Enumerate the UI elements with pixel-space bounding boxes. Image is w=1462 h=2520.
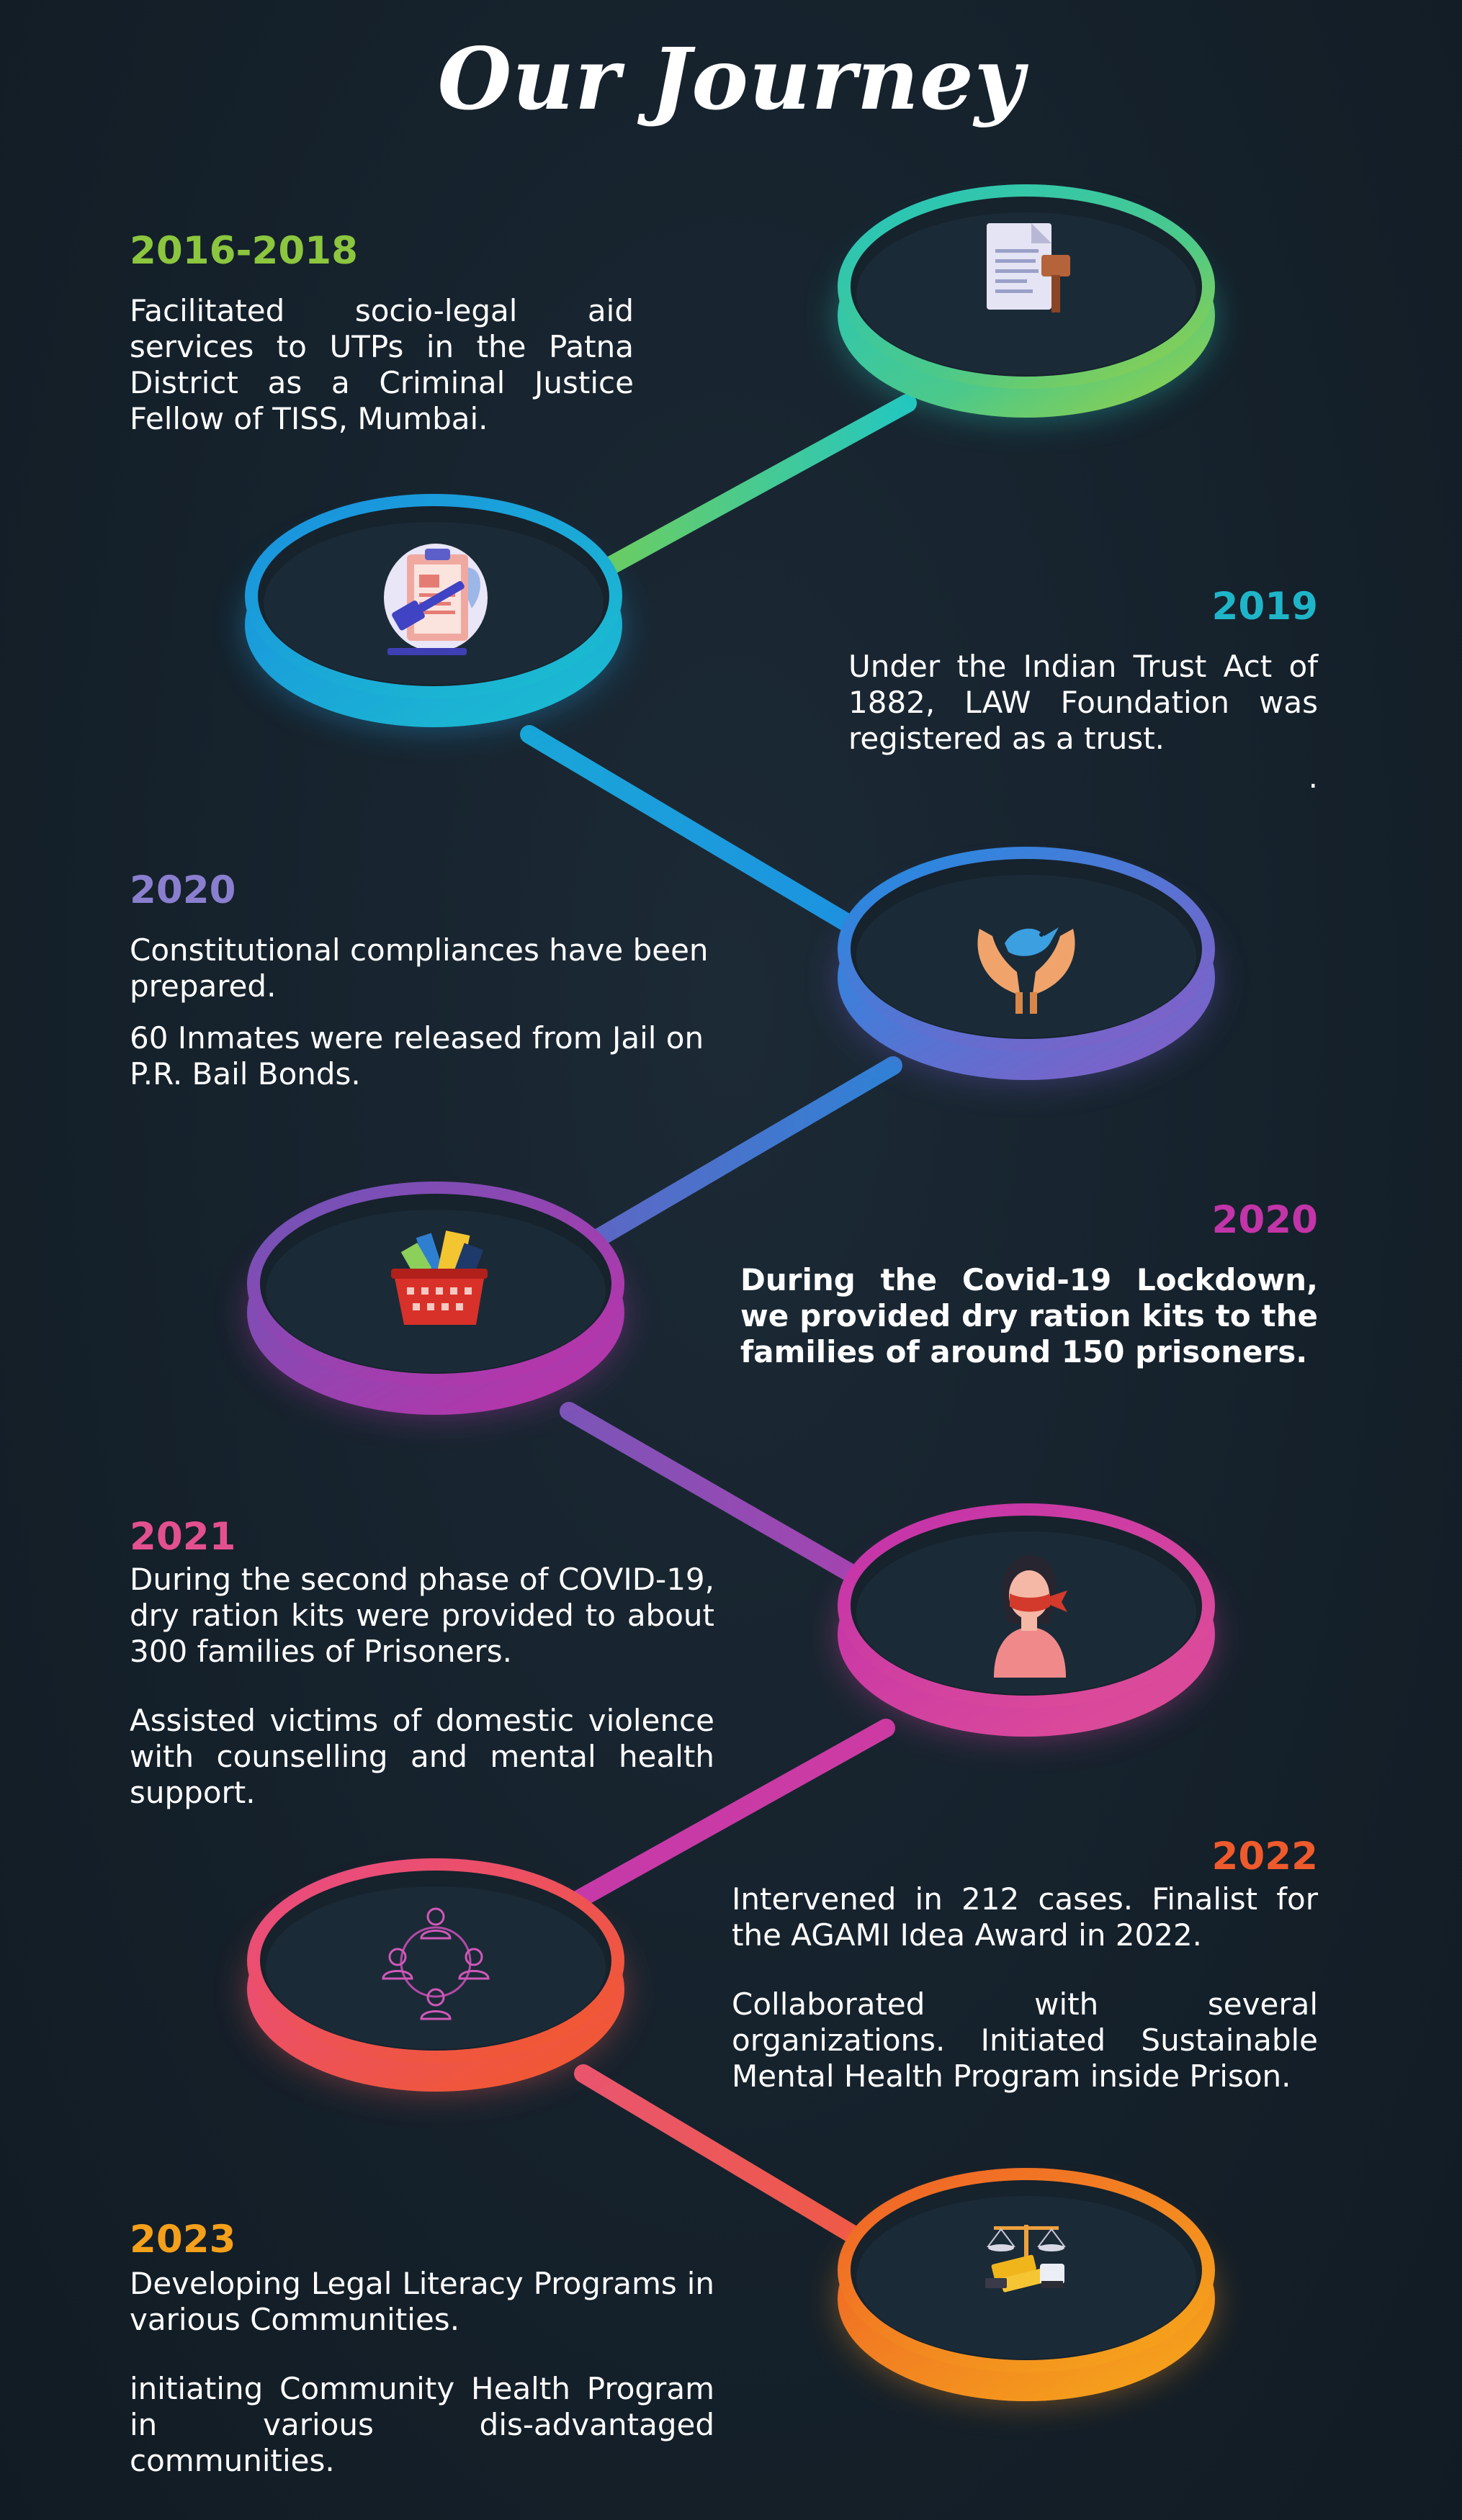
milestone-text-extra: . (1308, 760, 1318, 795)
timeline-connectors (520, 394, 917, 2249)
milestone-2019: 2019 Under the Indian Trust Act of 1882,… (848, 585, 1318, 811)
woman-silenced-icon (994, 1555, 1067, 1678)
disc-2022 (247, 1858, 624, 2092)
milestone-2023: 2023 Developing Legal Literacy Programs … (130, 2218, 714, 2495)
milestone-year: 2023 (130, 2218, 236, 2262)
milestone-text: During the Covid-19 Lockdown, we provide… (740, 1262, 1318, 1369)
milestone-year: 2019 (1211, 585, 1318, 629)
milestone-year: 2022 (1211, 1835, 1318, 1878)
connector-2 (520, 725, 866, 938)
milestone-text: During the second phase of COVID-19, dry… (130, 1562, 714, 1669)
milestone-text: initiating Community Health Program in v… (130, 2371, 714, 2478)
milestone-text: Assisted victims of domestic violence wi… (130, 1703, 714, 1810)
milestone-2020-lockdown: 2020 During the Covid-19 Lockdown, we pr… (740, 1198, 1318, 1386)
milestone-text: Developing Legal Literacy Programs in va… (130, 2266, 714, 2337)
hands-dove-icon (977, 927, 1075, 1014)
milestone-year: 2016-2018 (130, 229, 359, 273)
community-circle-icon (382, 1907, 490, 2020)
milestone-text: Facilitated socio-legal aid services to … (130, 293, 634, 436)
justice-scales-books-icon (985, 2225, 1066, 2292)
milestone-2021: 2021 During the second phase of COVID-19… (130, 1515, 714, 1827)
connector-3 (588, 1056, 902, 1248)
page-title: Our Journey (437, 29, 1025, 129)
milestone-text: 60 Inmates were released from Jail on P.… (130, 1020, 704, 1092)
ration-basket-icon (391, 1230, 488, 1325)
milestone-text: Under the Indian Trust Act of 1882, LAW … (848, 649, 1318, 756)
connector-4 (560, 1402, 866, 1586)
disc-2020-a (838, 847, 1215, 1080)
milestone-year: 2020 (130, 868, 236, 912)
milestone-text: Constitutional compliances have been pre… (130, 932, 709, 1004)
milestone-year: 2021 (130, 1515, 236, 1559)
milestone-2016-2018: 2016-2018 Facilitated socio-legal aid se… (130, 229, 634, 453)
milestone-year: 2020 (1211, 1198, 1318, 1242)
milestone-text: Intervened in 212 cases. Finalist for th… (732, 1881, 1318, 1953)
milestone-2020-compliance: 2020 Constitutional compliances have bee… (130, 868, 720, 1108)
connector-5 (567, 1719, 895, 1910)
connector-6 (574, 2064, 870, 2249)
legal-document-gavel-icon (987, 223, 1070, 312)
milestone-text: Collaborated with several organizations.… (732, 1986, 1318, 2094)
connector-1 (596, 394, 917, 578)
milestone-2022: 2022 Intervened in 212 cases. Finalist f… (732, 1835, 1318, 2110)
clipboard-gavel-icon (384, 544, 488, 655)
